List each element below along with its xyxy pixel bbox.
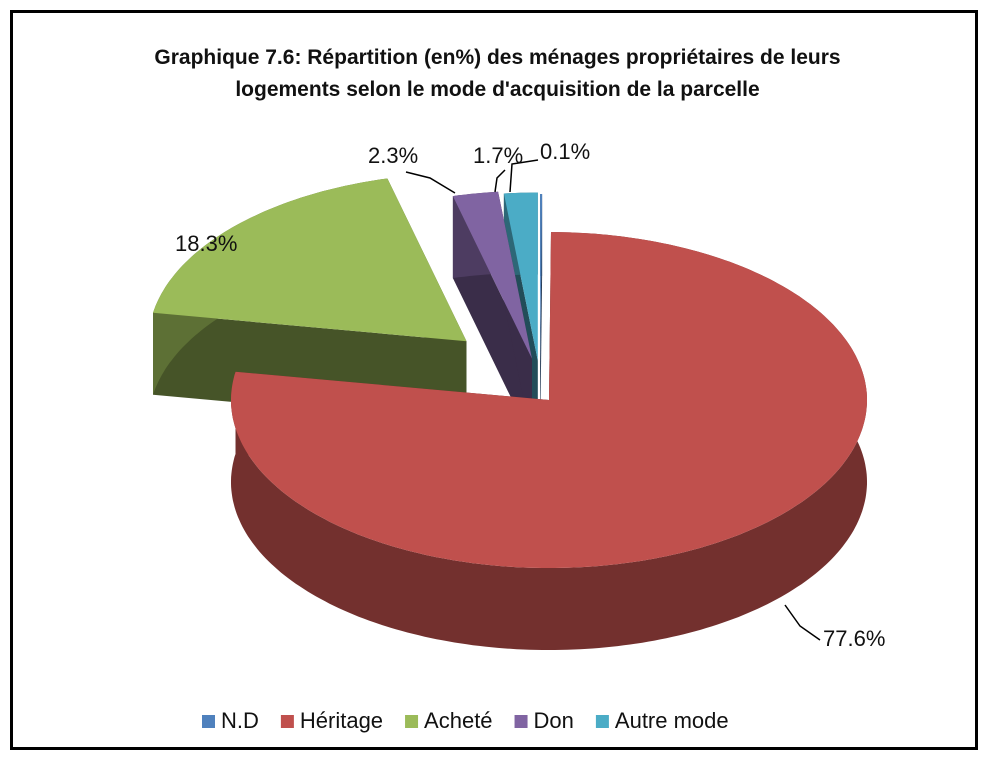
legend-swatch xyxy=(405,715,419,728)
legend-swatch xyxy=(514,715,528,728)
slice xyxy=(503,192,538,361)
leader-line xyxy=(509,159,539,193)
data-label: 0.1% xyxy=(540,139,590,164)
leader-line xyxy=(494,169,506,193)
legend-swatch xyxy=(280,715,294,728)
slice xyxy=(153,178,467,342)
chart-frame xyxy=(10,10,978,750)
data-label: 2.3% xyxy=(368,143,418,168)
data-label: 77.6% xyxy=(823,626,885,651)
data-label: 18.3% xyxy=(175,231,237,256)
slice-side xyxy=(231,232,867,650)
legend-label: Don xyxy=(534,708,574,733)
legend-label: Héritage xyxy=(300,708,383,733)
legend-swatch xyxy=(202,715,215,728)
slice xyxy=(540,194,543,362)
slice xyxy=(452,191,532,359)
legend-swatch xyxy=(595,715,609,728)
leader-line xyxy=(784,604,821,641)
data-label: 1.7% xyxy=(473,143,523,168)
legend-label: Acheté xyxy=(424,708,493,733)
legend-label: N.D xyxy=(221,708,259,733)
leader-line xyxy=(405,171,456,194)
chart-title: Graphique 7.6: Répartition (en%) des mén… xyxy=(154,46,841,101)
slice xyxy=(231,232,867,568)
legend-label: Autre mode xyxy=(615,708,729,733)
